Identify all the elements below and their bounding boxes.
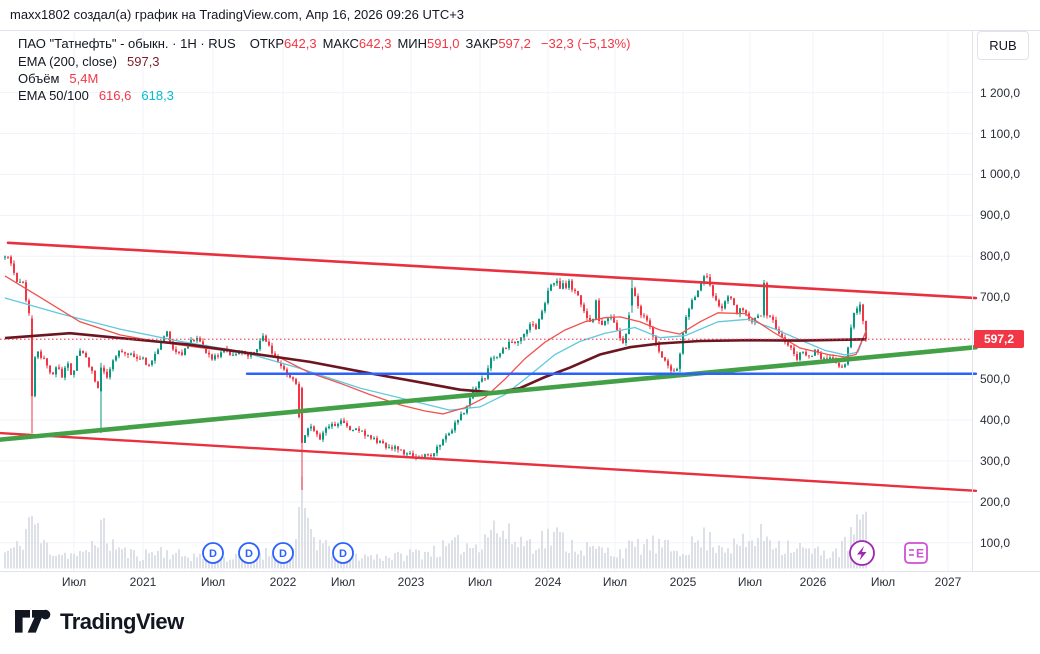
grid <box>0 30 972 571</box>
time-tick-label: 2025 <box>669 575 697 589</box>
svg-text:D: D <box>339 548 347 560</box>
time-tick-label: 2026 <box>799 575 827 589</box>
price-tick-label: 200,0 <box>980 494 1011 509</box>
ema200-line[interactable] <box>4 331 867 394</box>
time-tick-label: 2022 <box>269 575 297 589</box>
currency-button[interactable]: RUB <box>977 31 1029 60</box>
price-tick-label: 100,0 <box>980 535 1011 550</box>
price-tick-label: 1 200,0 <box>980 85 1021 100</box>
price-tick-label: 1 100,0 <box>980 126 1021 141</box>
svg-text:D: D <box>245 548 253 560</box>
indicator-value: 616,6 <box>98 88 132 103</box>
volume-series <box>4 476 867 569</box>
price-tick-label: 300,0 <box>980 453 1011 468</box>
change-value: −32,3 (−5,13%) <box>540 36 631 51</box>
price-tick-label: 500,0 <box>980 372 1011 387</box>
indicator-label: Объём <box>18 71 60 86</box>
last-price-badge: 597,2 <box>974 330 1024 349</box>
time-tick-label: Июл <box>200 575 226 589</box>
time-tick-label: Июл <box>870 575 896 589</box>
indicator-row-ema50-100[interactable]: EMA 50/100 616,6 618,3 <box>18 88 174 103</box>
price-tick-label: 900,0 <box>980 208 1011 223</box>
symbol-legend-row[interactable]: ПАО "Татнефть" - обыкн. · 1Н · RUS ОТКР6… <box>18 36 631 51</box>
upper-channel-trendline[interactable] <box>6 241 978 300</box>
earnings-event-icon[interactable]: E <box>904 542 928 564</box>
svg-text:D: D <box>209 548 217 560</box>
ohlc-field: МАКС642,3 <box>322 36 392 51</box>
indicator-row-ema200[interactable]: EMA (200, close) 597,3 <box>18 54 160 69</box>
ohlc-field: МИН591,0 <box>397 36 460 51</box>
ohlc-field: ОТКР642,3 <box>249 36 317 51</box>
tradingview-logo[interactable]: TradingView <box>14 608 184 635</box>
indicator-value: 597,3 <box>127 54 160 69</box>
time-tick-label: Июл <box>61 575 87 589</box>
tradingview-logo-icon <box>15 609 51 633</box>
indicator-row-volume[interactable]: Объём 5,4M <box>18 71 98 86</box>
time-tick-label: 2023 <box>397 575 425 589</box>
time-tick-label: 2027 <box>934 575 962 589</box>
price-tick-label: 400,0 <box>980 412 1011 427</box>
lower-channel-trendline[interactable] <box>0 431 978 492</box>
indicator-label: EMA (200, close) <box>18 54 117 69</box>
time-tick-label: Июл <box>330 575 356 589</box>
indicator-value: 5,4M <box>69 71 99 86</box>
ohlc-field: ЗАКР597,2 <box>465 36 531 51</box>
flash-event-icon[interactable] <box>849 540 875 566</box>
time-tick-label: Июл <box>737 575 763 589</box>
price-tick-label: 1 000,0 <box>980 167 1021 182</box>
time-tick-label: 2021 <box>129 575 157 589</box>
ema50-line[interactable] <box>4 275 867 415</box>
indicator-label: EMA 50/100 <box>18 88 89 103</box>
time-axis[interactable]: Июл 2021 Июл 2022 Июл 2023 Июл 2024 Июл 2025 Июл 20… <box>0 571 972 597</box>
green-support-trendline[interactable] <box>0 344 979 442</box>
tradingview-logo-text: TradingView <box>60 608 184 634</box>
time-tick-label: Июл <box>467 575 493 589</box>
svg-text:D: D <box>279 548 287 560</box>
header-divider <box>0 30 1040 31</box>
time-tick-label: 2024 <box>534 575 562 589</box>
price-tick-label: 700,0 <box>980 290 1011 305</box>
svg-text:E: E <box>916 547 924 561</box>
ohlc-fields: ОТКР642,3 МАКС642,3 МИН591,0 ЗАКР597,2 <box>244 36 531 51</box>
attribution-text: maxx1802 создал(а) график на TradingView… <box>10 7 465 22</box>
candlestick-series[interactable] <box>4 255 867 490</box>
symbol-title: ПАО "Татнефть" - обыкн. · 1Н · RUS <box>18 36 236 51</box>
price-tick-label: 800,0 <box>980 249 1011 264</box>
time-tick-label: Июл <box>602 575 628 589</box>
indicator-value: 618,3 <box>141 88 174 103</box>
